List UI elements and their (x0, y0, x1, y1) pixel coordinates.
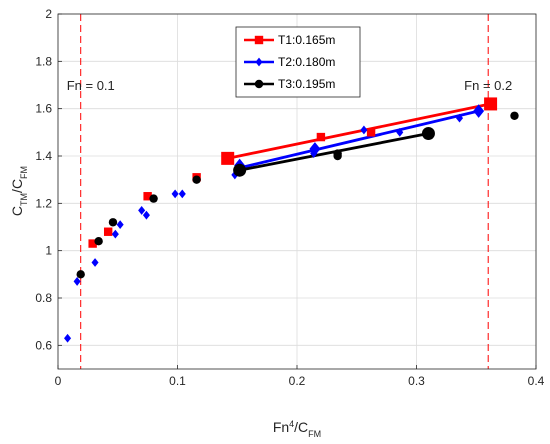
x-tick-label: 0.3 (408, 374, 425, 388)
y-axis-ticks: 0.6 0.8 1 1.2 1.4 1.6 1.8 2 (35, 7, 62, 352)
point-series-3 (421, 127, 435, 141)
legend-marker-series-3 (254, 79, 264, 89)
point-series-1 (103, 227, 113, 236)
x-axis-ticks: 0 0.1 0.2 0.3 0.4 (55, 365, 545, 388)
y-tick-label: 1.4 (35, 149, 52, 163)
point-series-2 (396, 127, 404, 137)
vline-annotations: Fn = 0.1 Fn = 0.2 (67, 78, 513, 93)
reference-lines (80, 14, 489, 369)
legend-marker-series-1 (254, 35, 264, 45)
point-series-3 (76, 270, 85, 279)
point-series-3 (192, 175, 201, 184)
legend: T1:0.165m T2:0.180m T3:0.195m (235, 26, 361, 98)
point-series-2 (91, 258, 99, 267)
x-axis-title: Fn4/CFM (273, 419, 321, 439)
y-tick-label: 1.2 (35, 196, 52, 210)
legend-label-series-2: T2:0.180m (278, 55, 335, 69)
point-series-3 (94, 237, 103, 246)
point-series-2 (138, 206, 146, 215)
fn-annotation: Fn = 0.1 (67, 78, 115, 93)
point-series-2 (473, 104, 485, 118)
point-series-2 (360, 125, 368, 135)
x-tick-label: 0 (55, 374, 62, 388)
y-tick-label: 1.6 (35, 102, 52, 116)
y-tick-label: 1.8 (35, 54, 52, 68)
point-series-1 (316, 132, 326, 142)
point-series-2 (116, 220, 124, 230)
y-tick-label: 2 (45, 7, 52, 21)
point-series-3 (233, 163, 247, 177)
point-series-3 (108, 218, 118, 227)
fn-annotation: Fn = 0.2 (464, 78, 512, 93)
point-series-1 (484, 97, 498, 111)
y-tick-label: 0.6 (35, 338, 52, 352)
point-series-2 (178, 189, 186, 199)
point-series-2 (73, 277, 81, 286)
point-series-1 (366, 128, 376, 137)
legend-label-series-1: T1:0.165m (278, 33, 335, 47)
point-series-2 (64, 333, 72, 343)
point-series-3 (333, 151, 342, 161)
data-points (64, 97, 519, 343)
y-axis-title: CTM/CFM (9, 166, 29, 216)
legend-label-series-3: T3:0.195m (278, 77, 335, 91)
point-series-3 (510, 111, 519, 120)
point-series-2 (111, 229, 119, 239)
x-tick-label: 0.1 (169, 374, 186, 388)
point-series-1 (143, 192, 152, 201)
point-series-1 (88, 239, 97, 248)
legend-marker-series-2 (255, 57, 263, 67)
fit-line-series-1 (227, 102, 491, 160)
point-series-2 (309, 142, 321, 156)
point-series-2 (142, 210, 150, 220)
fit-line-series-2 (239, 109, 479, 170)
x-tick-label: 0.4 (528, 374, 545, 388)
x-tick-label: 0.2 (289, 374, 306, 388)
point-series-2 (455, 113, 464, 123)
point-series-1 (221, 151, 235, 165)
point-series-3 (149, 194, 158, 203)
y-tick-label: 1 (45, 244, 52, 258)
point-series-2 (171, 189, 179, 199)
y-tick-label: 0.8 (35, 291, 52, 305)
